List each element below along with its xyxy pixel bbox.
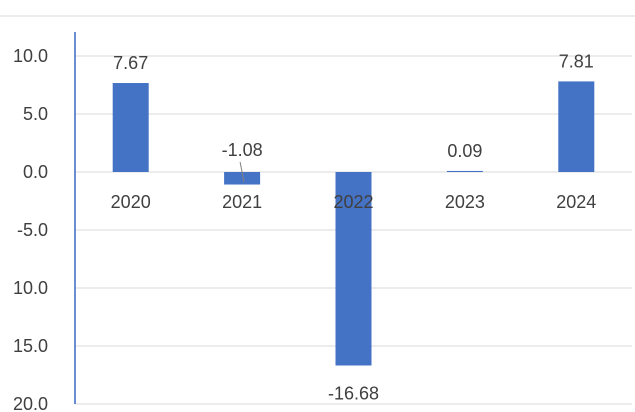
data-label: -16.68 — [328, 383, 379, 403]
bar-2024 — [558, 81, 595, 172]
y-tick-label: -5.0 — [17, 220, 48, 240]
bars — [112, 81, 595, 366]
grid-lines — [0, 15, 635, 405]
y-tick-labels: 10.0 5.0 0.0 -5.0 10.0 15.0 20.0 — [13, 46, 48, 412]
y-tick-label: 5.0 — [23, 104, 48, 124]
data-labels: 7.67 -1.08 -16.68 0.09 7.81 — [113, 51, 594, 403]
data-label: 7.67 — [113, 53, 148, 73]
data-label: 0.09 — [447, 141, 482, 161]
y-tick-label: 0.0 — [23, 162, 48, 182]
x-tick-labels: 2020 2021 2022 2023 2024 — [111, 192, 597, 212]
bar-2022 — [335, 172, 372, 366]
bar-2021 — [224, 172, 261, 185]
y-tick-label: 10.0 — [13, 278, 48, 298]
x-tick-label: 2021 — [222, 192, 262, 212]
data-label: -1.08 — [222, 140, 263, 160]
bar-2023 — [446, 170, 483, 172]
data-label: 7.81 — [559, 51, 594, 71]
x-tick-label: 2020 — [111, 192, 151, 212]
y-tick-label: 15.0 — [13, 336, 48, 356]
leader-line — [239, 161, 245, 183]
x-tick-label: 2024 — [556, 192, 596, 212]
bar-2020 — [112, 83, 149, 172]
x-tick-label: 2023 — [445, 192, 485, 212]
y-tick-label: 10.0 — [13, 46, 48, 66]
x-tick-label: 2022 — [333, 192, 373, 212]
y-tick-label: 20.0 — [13, 394, 48, 412]
